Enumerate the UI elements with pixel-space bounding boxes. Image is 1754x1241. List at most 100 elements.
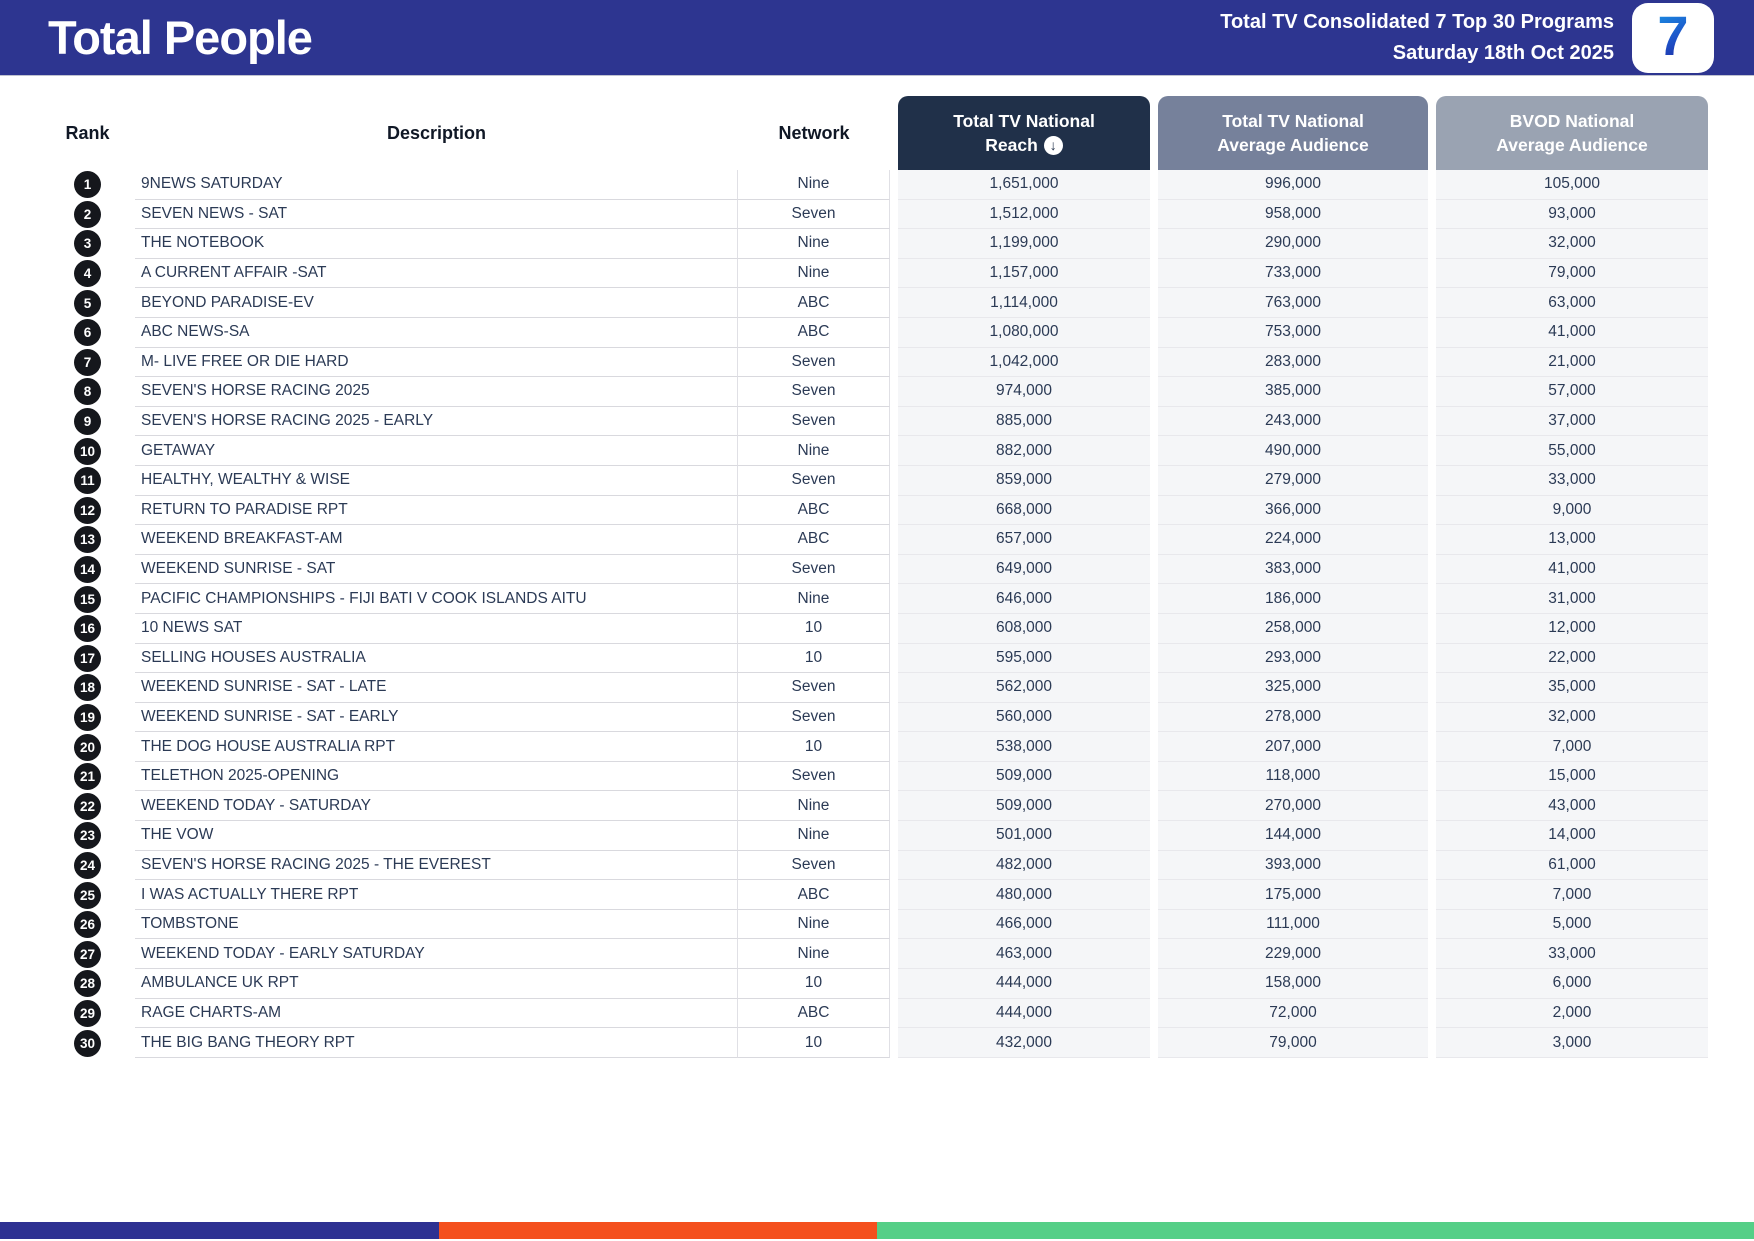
rank-cell: 8 [40, 377, 135, 407]
rank-badge: 1 [74, 171, 101, 199]
total-tv-average-value: 175,000 [1158, 880, 1428, 910]
rank-badge: 15 [74, 585, 101, 613]
total-tv-reach-value: 509,000 [898, 791, 1150, 822]
reach-header-line1: Total TV National [953, 110, 1095, 131]
rank-cell: 21 [40, 762, 135, 792]
total-tv-reach-value: 432,000 [898, 1028, 1150, 1058]
network-name: Nine [738, 791, 890, 822]
network-name: ABC [738, 880, 890, 910]
column-header-network: Network [778, 122, 850, 143]
rank-cell: 7 [40, 348, 135, 378]
column-gap [890, 496, 898, 526]
rank-badge: 5 [74, 289, 101, 317]
total-tv-reach-value: 595,000 [898, 643, 1150, 674]
total-tv-average-value: 393,000 [1158, 850, 1428, 881]
table-row: 20 THE DOG HOUSE AUSTRALIA RPT 10 538,00… [40, 732, 1708, 762]
program-description: TELETHON 2025-OPENING [135, 761, 738, 792]
network-name: 10 [738, 1028, 890, 1058]
network-name: Nine [738, 170, 890, 200]
table-row: 10 GETAWAY Nine 882,000 490,000 55,000 [40, 436, 1708, 466]
rank-badge: 27 [74, 940, 101, 968]
table-row: 23 THE VOW Nine 501,000 144,000 14,000 [40, 821, 1708, 851]
rank-badge: 13 [74, 526, 101, 554]
rank-cell: 23 [40, 821, 135, 851]
total-tv-average-value: 733,000 [1158, 258, 1428, 289]
column-gap [1150, 821, 1158, 851]
rank-cell: 18 [40, 673, 135, 703]
total-tv-reach-value: 466,000 [898, 909, 1150, 940]
total-tv-reach-value: 1,651,000 [898, 170, 1150, 200]
table-row: 13 WEEKEND BREAKFAST-AM ABC 657,000 224,… [40, 525, 1708, 555]
table-row: 24 SEVEN'S HORSE RACING 2025 - THE EVERE… [40, 850, 1708, 881]
rank-cell: 28 [40, 969, 135, 999]
table-header-row: Rank Description Network Total TV Nation… [40, 96, 1708, 170]
network-name: 10 [738, 613, 890, 644]
column-gap [1428, 762, 1436, 792]
rank-cell: 30 [40, 1028, 135, 1058]
rank-badge: 28 [74, 970, 101, 998]
network-name: ABC [738, 317, 890, 348]
total-tv-average-value: 283,000 [1158, 347, 1428, 378]
column-gap [1150, 969, 1158, 999]
program-description: SEVEN'S HORSE RACING 2025 [135, 377, 738, 407]
program-description: HEALTHY, WEALTHY & WISE [135, 465, 738, 496]
column-gap [1150, 851, 1158, 881]
rank-badge: 30 [74, 1029, 101, 1057]
sort-descending-icon[interactable]: ↓ [1043, 135, 1063, 155]
program-description: THE BIG BANG THEORY RPT [135, 1028, 738, 1058]
program-description: WEEKEND SUNRISE - SAT - LATE [135, 673, 738, 703]
program-description: PACIFIC CHAMPIONSHIPS - FIJI BATI V COOK… [135, 584, 738, 614]
network-name: Seven [738, 850, 890, 881]
table-row: 4 A CURRENT AFFAIR -SAT Nine 1,157,000 7… [40, 258, 1708, 289]
rank-badge: 10 [74, 437, 101, 465]
rank-cell: 12 [40, 496, 135, 526]
table-row: 3 THE NOTEBOOK Nine 1,199,000 290,000 32… [40, 229, 1708, 259]
column-gap [1150, 407, 1158, 437]
network-name: Seven [738, 673, 890, 703]
program-description: AMBULANCE UK RPT [135, 969, 738, 999]
rank-cell: 4 [40, 259, 135, 289]
table-row: 1 9NEWS SATURDAY Nine 1,651,000 996,000 … [40, 170, 1708, 200]
network-name: Nine [738, 939, 890, 970]
column-gap [1428, 496, 1436, 526]
column-gap [890, 229, 898, 259]
table-row: 21 TELETHON 2025-OPENING Seven 509,000 1… [40, 761, 1708, 792]
bvod-header-line2: Average Audience [1496, 135, 1648, 155]
network-name: Nine [738, 909, 890, 940]
column-gap [1428, 407, 1436, 437]
title-banner: Total People Total TV Consolidated 7 Top… [0, 0, 1754, 76]
program-description: SEVEN'S HORSE RACING 2025 - EARLY [135, 406, 738, 437]
report-subtitle: Total TV Consolidated 7 Top 30 Programs … [1220, 7, 1632, 69]
column-gap [1150, 318, 1158, 348]
rank-cell: 27 [40, 939, 135, 969]
network-name: 10 [738, 969, 890, 999]
total-tv-reach-value: 1,199,000 [898, 229, 1150, 259]
network-name: Seven [738, 761, 890, 792]
rank-badge: 18 [74, 674, 101, 702]
column-gap [890, 584, 898, 614]
rank-cell: 29 [40, 999, 135, 1029]
total-tv-reach-value: 1,157,000 [898, 258, 1150, 289]
total-tv-reach-value: 480,000 [898, 880, 1150, 910]
column-header-total-tv-reach[interactable]: Total TV National Reach ↓ [898, 96, 1150, 170]
column-gap [1150, 377, 1158, 407]
rank-badge: 11 [74, 467, 101, 495]
total-tv-reach-value: 657,000 [898, 525, 1150, 555]
rank-badge: 21 [74, 763, 101, 791]
column-header-total-tv-average[interactable]: Total TV National Average Audience [1158, 96, 1428, 170]
column-gap [1150, 584, 1158, 614]
total-tv-average-value: 229,000 [1158, 939, 1428, 970]
network-name: Seven [738, 377, 890, 407]
column-gap [890, 96, 898, 170]
table-row: 19 WEEKEND SUNRISE - SAT - EARLY Seven 5… [40, 702, 1708, 733]
bvod-average-value: 93,000 [1436, 199, 1708, 230]
column-gap [890, 999, 898, 1029]
program-description: WEEKEND BREAKFAST-AM [135, 525, 738, 555]
column-gap [890, 791, 898, 821]
bvod-average-value: 22,000 [1436, 643, 1708, 674]
column-gap [1428, 259, 1436, 289]
column-gap [890, 851, 898, 881]
column-header-bvod-average[interactable]: BVOD National Average Audience [1436, 96, 1708, 170]
column-gap [890, 1028, 898, 1058]
program-description: SELLING HOUSES AUSTRALIA [135, 643, 738, 674]
